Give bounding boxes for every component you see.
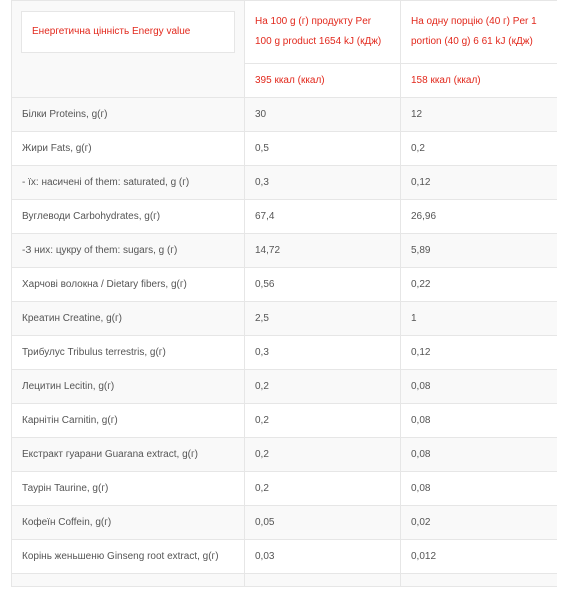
energy-value-label: Енергетична цінність Energy value	[32, 26, 191, 37]
serving-value-cell: 0,012	[400, 539, 557, 574]
nutrient-name-cell: -З них: цукру of them: sugars, g (г)	[11, 233, 245, 268]
nutrient-name-cell: Білки Proteins, g(г)	[11, 97, 245, 132]
serving-value-cell: 26,96	[400, 199, 557, 234]
serving-value-cell: 12	[400, 97, 557, 132]
kcal-serving-cell: 158 ккал (ккал)	[400, 63, 557, 98]
serving-value-cell: 0,08	[400, 403, 557, 438]
serving-value-cell: 0,22	[400, 267, 557, 302]
energy-header-cell: Енергетична цінність Energy value	[11, 0, 245, 98]
nutrient-name-cell: Лецитин Lecitin, g(г)	[11, 369, 245, 404]
empty-cell	[400, 573, 557, 587]
per100-value-cell: 0,5	[244, 131, 401, 166]
per100-header-label: На 100 g (г) продукту Per 100 g product …	[255, 16, 382, 47]
per-serving-header-cell: На одну порцію (40 г) Per 1 portion (40 …	[400, 0, 557, 64]
table-row: - їх: насичені of them: saturated, g (г)…	[11, 165, 557, 200]
serving-value-cell: 0,2	[400, 131, 557, 166]
per100-value-cell: 0,2	[244, 403, 401, 438]
nutrient-name-cell: Вуглеводи Carbohydrates, g(г)	[11, 199, 245, 234]
per100-value-cell: 14,72	[244, 233, 401, 268]
per100-header-cell: На 100 g (г) продукту Per 100 g product …	[244, 0, 401, 64]
serving-value-cell: 0,12	[400, 335, 557, 370]
per100-value-cell: 0,3	[244, 165, 401, 200]
empty-cell	[244, 573, 401, 587]
serving-value-cell: 0,08	[400, 471, 557, 506]
header-row: Енергетична цінність Energy value На 100…	[11, 0, 557, 98]
serving-value-cell: 1	[400, 301, 557, 336]
kcal-100-value: 395 ккал (ккал)	[255, 75, 325, 86]
per100-value-cell: 0,2	[244, 471, 401, 506]
nutrition-table: Енергетична цінність Energy value На 100…	[11, 0, 557, 587]
kcal-serving-value: 158 ккал (ккал)	[411, 75, 481, 86]
serving-value-cell: 0,08	[400, 369, 557, 404]
per100-value-cell: 0,03	[244, 539, 401, 574]
nutrient-name-cell: Корінь женьшеню Ginseng root extract, g(…	[11, 539, 245, 574]
per100-value-cell: 2,5	[244, 301, 401, 336]
serving-value-cell: 5,89	[400, 233, 557, 268]
nutrient-name-cell: Карнітін Carnitin, g(г)	[11, 403, 245, 438]
per-serving-header-label: На одну порцію (40 г) Per 1 portion (40 …	[411, 16, 537, 47]
serving-value-cell: 0,02	[400, 505, 557, 540]
kcal-100-cell: 395 ккал (ккал)	[244, 63, 401, 98]
table-row: -З них: цукру of them: sugars, g (г) 14,7…	[11, 233, 557, 268]
per100-value-cell: 0,56	[244, 267, 401, 302]
nutrient-name-cell: Харчові волокна / Dietary fibers, g(г)	[11, 267, 245, 302]
table-row: Лецитин Lecitin, g(г) 0,2 0,08	[11, 369, 557, 404]
per100-value-cell: 30	[244, 97, 401, 132]
table-row: Харчові волокна / Dietary fibers, g(г) 0,…	[11, 267, 557, 302]
table-row: Креатин Creatine, g(г) 2,5 1	[11, 301, 557, 336]
table-row-partial	[11, 573, 557, 587]
table-row: Білки Proteins, g(г) 30 12	[11, 97, 557, 132]
kcal-row: 395 ккал (ккал) 158 ккал (ккал)	[12, 63, 557, 98]
table-row: Трибулус Tribulus terrestris, g(г) 0,3 0,1…	[11, 335, 557, 370]
nutrient-name-cell: Кофеїн Coffein, g(г)	[11, 505, 245, 540]
per100-value-cell: 0,05	[244, 505, 401, 540]
table-row: Екстракт гуарани Guarana extract, g(г) 0,…	[11, 437, 557, 472]
nutrient-name-cell: Креатин Creatine, g(г)	[11, 301, 245, 336]
table-row: Жири Fats, g(г) 0,5 0,2	[11, 131, 557, 166]
table-row: Таурін Taurine, g(г) 0,2 0,08	[11, 471, 557, 506]
per100-value-cell: 67,4	[244, 199, 401, 234]
table-row: Карнітін Carnitin, g(г) 0,2 0,08	[11, 403, 557, 438]
nutrient-name-cell: - їх: насичені of them: saturated, g (г)	[11, 165, 245, 200]
nutrient-name-cell: Екстракт гуарани Guarana extract, g(г)	[11, 437, 245, 472]
nutrition-table-wrapper: Енергетична цінність Energy value На 100…	[11, 0, 557, 589]
per100-value-cell: 0,2	[244, 369, 401, 404]
table-row: Вуглеводи Carbohydrates, g(г) 67,4 26,96	[11, 199, 557, 234]
table-row: Корінь женьшеню Ginseng root extract, g(…	[11, 539, 557, 574]
serving-value-cell: 0,08	[400, 437, 557, 472]
per100-value-cell: 0,2	[244, 437, 401, 472]
empty-cell	[11, 573, 245, 587]
energy-header-box: Енергетична цінність Energy value	[21, 11, 235, 53]
serving-value-cell: 0,12	[400, 165, 557, 200]
table-row: Кофеїн Coffein, g(г) 0,05 0,02	[11, 505, 557, 540]
nutrient-name-cell: Трибулус Tribulus terrestris, g(г)	[11, 335, 245, 370]
nutrient-name-cell: Жири Fats, g(г)	[11, 131, 245, 166]
per100-value-cell: 0,3	[244, 335, 401, 370]
nutrient-name-cell: Таурін Taurine, g(г)	[11, 471, 245, 506]
